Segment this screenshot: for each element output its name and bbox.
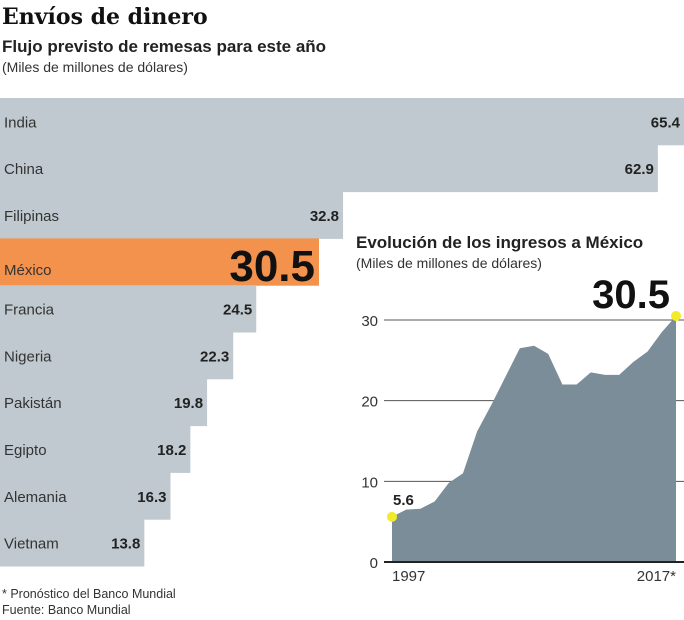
footnote: * Pronóstico del Banco Mundial xyxy=(2,587,176,601)
end-value-label: 30.5 xyxy=(592,273,670,317)
value-label: 30.5 xyxy=(229,242,315,291)
value-label: 18.2 xyxy=(157,442,186,459)
category-label: México xyxy=(4,262,52,279)
x-tick-label: 1997 xyxy=(392,568,425,585)
end-marker xyxy=(671,310,681,321)
y-tick-label: 10 xyxy=(361,474,378,491)
category-label: India xyxy=(4,114,37,131)
start-marker xyxy=(387,511,397,522)
x-tick-label: 2017* xyxy=(637,568,676,585)
bar-chart: India 65.4 China 62.9 Filipinas 32.8 México 30.… xyxy=(0,98,684,567)
y-tick-label: 30 xyxy=(361,313,378,330)
area-chart: 0 10 20 30 1997 2017* 5.6 30.5 xyxy=(361,273,684,585)
value-label: 13.8 xyxy=(111,536,140,553)
bar-8 xyxy=(0,472,171,520)
bar-4 xyxy=(0,285,257,333)
value-label: 32.8 xyxy=(310,208,339,225)
bar-2 xyxy=(0,191,344,239)
bar-7 xyxy=(0,425,191,473)
bar-0 xyxy=(0,98,684,146)
category-label: Alemania xyxy=(4,489,67,506)
source: Fuente: Banco Mundial xyxy=(2,603,131,617)
category-label: Nigeria xyxy=(4,348,52,365)
value-label: 16.3 xyxy=(137,489,166,506)
category-label: Filipinas xyxy=(4,208,59,225)
inset-title: Evolución de los ingresos a México xyxy=(356,233,643,252)
category-label: Pakistán xyxy=(4,395,62,412)
inset-unit: (Miles de millones de dólares) xyxy=(356,255,542,271)
value-label: 22.3 xyxy=(200,348,229,365)
area-series xyxy=(392,316,676,562)
value-label: 65.4 xyxy=(651,114,681,131)
y-tick-label: 0 xyxy=(370,555,378,572)
value-label: 62.9 xyxy=(625,161,654,178)
y-tick-label: 20 xyxy=(361,394,378,411)
category-label: Vietnam xyxy=(4,536,59,553)
value-label: 24.5 xyxy=(223,302,252,319)
bar-chart-subtitle: Flujo previsto de remesas para este año xyxy=(2,37,326,56)
bar-1 xyxy=(0,144,658,193)
value-label: 19.8 xyxy=(174,395,203,412)
bar-chart-unit: (Miles de millones de dólares) xyxy=(2,59,188,75)
category-label: Egipto xyxy=(4,442,47,459)
bar-3 xyxy=(0,238,319,286)
start-value-label: 5.6 xyxy=(393,492,414,509)
bar-9 xyxy=(0,519,145,567)
category-label: Francia xyxy=(4,302,55,319)
bar-5 xyxy=(0,332,234,380)
category-label: China xyxy=(4,161,44,178)
bar-6 xyxy=(0,378,208,427)
main-title: Envíos de dinero xyxy=(2,4,208,30)
